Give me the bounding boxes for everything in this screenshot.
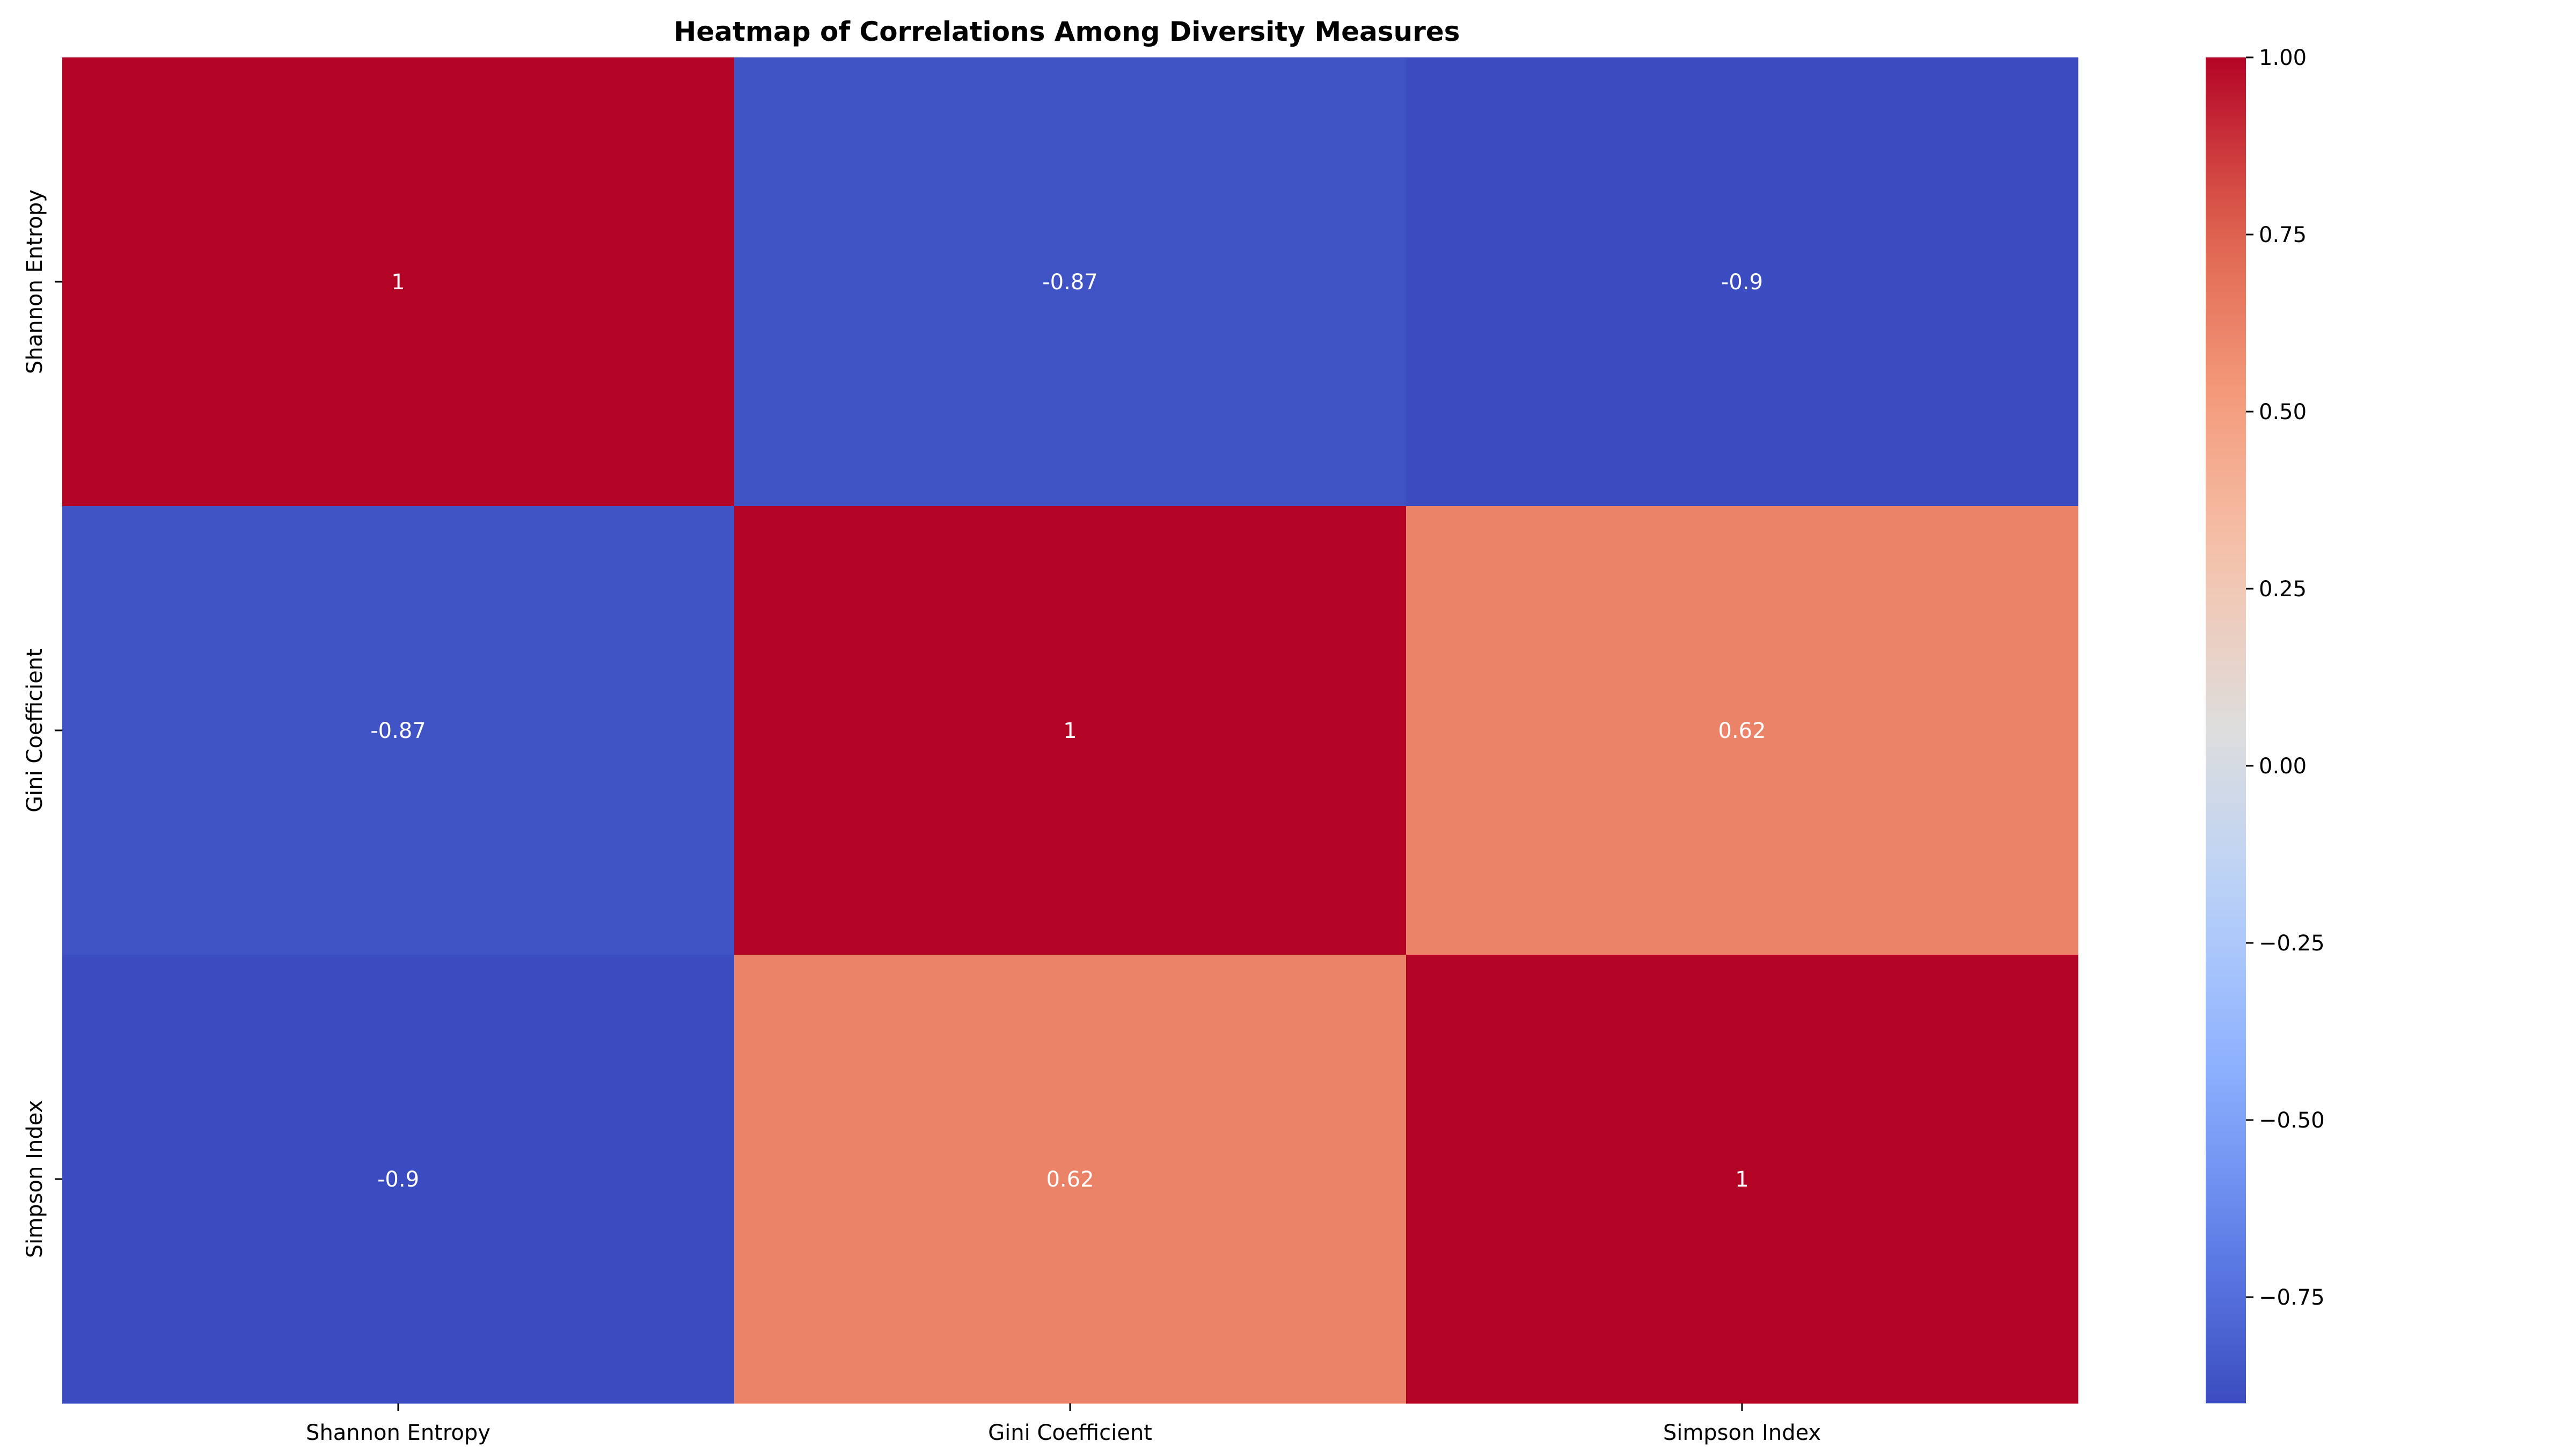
cell-value-label: -0.87 (370, 719, 426, 743)
heatmap-cells: 1 -0.87 -0.9 -0.87 1 0.62 -0.9 0.62 1 (62, 57, 2079, 1404)
heatmap-cell (1406, 955, 2079, 1404)
heatmap-cell (734, 57, 1407, 507)
y-axis: Shannon Entropy Gini Coefficient Simpson I… (23, 189, 62, 1258)
colorbar-tick-label: 0.50 (2259, 400, 2307, 425)
heatmap-cell (62, 506, 735, 955)
colorbar-tick-label: −0.75 (2259, 1285, 2325, 1310)
y-tick-label: Shannon Entropy (23, 189, 47, 374)
heatmap-cell (62, 955, 735, 1404)
chart-title: Heatmap of Correlations Among Diversity … (674, 16, 1460, 47)
cell-value-label: -0.87 (1042, 270, 1098, 295)
colorbar-tick-label: 0.00 (2259, 754, 2307, 779)
colorbar-tick-label: 0.75 (2259, 223, 2307, 247)
cell-value-label: -0.9 (1721, 270, 1763, 295)
x-tick-label: Simpson Index (1663, 1421, 1821, 1445)
cell-value-label: -0.9 (377, 1167, 419, 1192)
x-axis: Shannon Entropy Gini Coefficient Simpson I… (306, 1403, 1821, 1445)
cell-value-label: 1 (1063, 719, 1077, 743)
heatmap-cell (1406, 506, 2079, 955)
colorbar-tick-label: −0.25 (2259, 931, 2325, 956)
colorbar-tick-label: −0.50 (2259, 1108, 2325, 1133)
x-tick-label: Gini Coefficient (988, 1421, 1152, 1445)
cell-value-label: 0.62 (1718, 719, 1766, 743)
heatmap-cell (62, 57, 735, 507)
cell-value-label: 1 (391, 270, 405, 295)
cell-value-label: 1 (1735, 1167, 1748, 1192)
colorbar (2206, 57, 2246, 1403)
heatmap-cell (734, 955, 1407, 1404)
colorbar-tick-label: 1.00 (2259, 46, 2307, 70)
heatmap-cell (1406, 57, 2079, 507)
colorbar-axis: 1.00 0.75 0.50 0.25 0.00 −0.25 −0.50 −0.75 (2246, 46, 2325, 1310)
cell-value-label: 0.62 (1046, 1167, 1094, 1192)
y-tick-label: Simpson Index (23, 1100, 47, 1258)
y-tick-label: Gini Coefficient (23, 648, 47, 813)
x-tick-label: Shannon Entropy (306, 1421, 491, 1445)
colorbar-tick-label: 0.25 (2259, 577, 2307, 602)
heatmap-cell (734, 506, 1407, 955)
